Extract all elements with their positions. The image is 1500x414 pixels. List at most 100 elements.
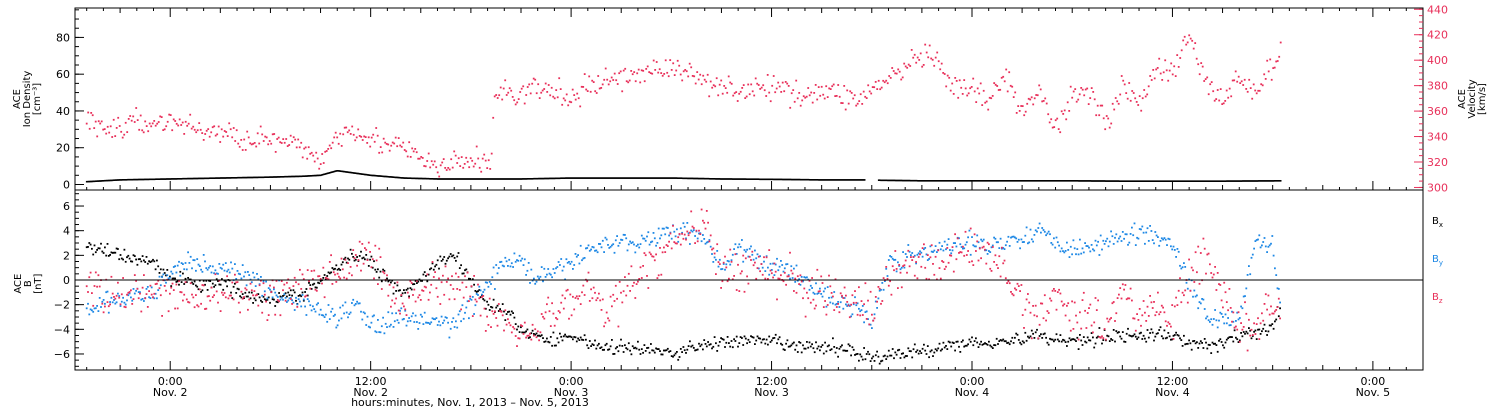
data-point-Bz [528, 335, 530, 337]
data-point-velocity [606, 79, 608, 81]
data-point-By [1173, 246, 1175, 248]
data-point-Bz [1131, 300, 1133, 302]
data-point-Bz [491, 310, 493, 312]
data-point-Bz [1145, 320, 1147, 322]
data-point-By [874, 313, 876, 315]
data-point-Bz [757, 267, 759, 269]
data-point-Bx [771, 340, 773, 342]
velocity-tick-label-right: 360 [1427, 105, 1448, 118]
data-point-velocity [200, 129, 202, 131]
data-point-By [520, 260, 522, 262]
data-point-Bx [183, 283, 185, 285]
data-point-Bz [1001, 247, 1003, 249]
data-point-velocity [282, 138, 284, 140]
data-point-Bz [113, 296, 115, 298]
data-point-Bz [846, 301, 848, 303]
data-point-velocity [300, 142, 302, 144]
data-point-velocity [770, 100, 772, 102]
data-point-Bx [936, 350, 938, 352]
data-point-velocity [1040, 89, 1042, 91]
data-point-Bx [515, 323, 517, 325]
data-point-velocity [446, 169, 448, 171]
data-point-Bz [90, 272, 92, 274]
data-point-velocity [524, 103, 526, 105]
data-point-By [745, 251, 747, 253]
data-point-Bx [356, 256, 358, 258]
data-point-By [790, 265, 792, 267]
data-point-Bx [442, 259, 444, 261]
data-point-velocity [407, 156, 409, 158]
data-point-Bz [165, 290, 167, 292]
data-point-Bz [1266, 309, 1268, 311]
data-point-Bz [239, 312, 241, 314]
data-point-velocity [509, 87, 511, 89]
data-point-velocity [537, 83, 539, 85]
data-point-velocity [347, 131, 349, 133]
data-point-velocity [516, 102, 518, 104]
data-point-Bz [212, 296, 214, 298]
data-point-Bx [914, 344, 916, 346]
data-point-By [287, 300, 289, 302]
data-point-velocity [863, 91, 865, 93]
data-point-velocity [246, 131, 248, 133]
data-point-velocity [138, 129, 140, 131]
data-point-By [558, 261, 560, 263]
data-point-By [439, 324, 441, 326]
data-point-Bz [519, 338, 521, 340]
data-point-By [852, 313, 854, 315]
data-point-velocity [899, 71, 901, 73]
data-point-Bx [810, 346, 812, 348]
data-point-By [386, 326, 388, 328]
data-point-By [1257, 239, 1259, 241]
field-tick-label-left: 4 [63, 225, 70, 238]
data-point-Bz [506, 324, 508, 326]
data-point-By [239, 273, 241, 275]
data-point-velocity [135, 107, 137, 109]
data-point-velocity [383, 138, 385, 140]
data-point-Bx [794, 349, 796, 351]
data-point-Bx [718, 345, 720, 347]
data-point-Bz [1063, 303, 1065, 305]
data-point-Bx [546, 338, 548, 340]
data-point-velocity [1214, 100, 1216, 102]
data-point-velocity [185, 121, 187, 123]
data-point-By [1160, 240, 1162, 242]
data-point-velocity [369, 146, 371, 148]
data-point-By [1004, 248, 1006, 250]
data-point-By [394, 320, 396, 322]
data-point-By [217, 273, 219, 275]
data-point-velocity [149, 123, 151, 125]
data-point-By [906, 256, 908, 258]
data-point-By [866, 311, 868, 313]
data-point-Bx [896, 354, 898, 356]
data-point-Bz [724, 256, 726, 258]
data-point-Bz [1219, 284, 1221, 286]
data-point-By [157, 289, 159, 291]
data-point-Bx [330, 272, 332, 274]
data-point-Bz [391, 300, 393, 302]
data-point-Bx [862, 359, 864, 361]
data-point-velocity [693, 75, 695, 77]
data-point-velocity [422, 157, 424, 159]
data-point-By [436, 317, 438, 319]
data-point-velocity [93, 127, 95, 129]
data-point-Bz [1084, 310, 1086, 312]
data-point-Bz [1257, 317, 1259, 319]
data-point-velocity [627, 81, 629, 83]
data-point-Bz [291, 303, 293, 305]
data-point-velocity [953, 93, 955, 95]
data-point-Bx [1076, 337, 1078, 339]
data-point-velocity [758, 84, 760, 86]
data-point-velocity [906, 67, 908, 69]
data-point-By [987, 253, 989, 255]
data-point-Bz [790, 270, 792, 272]
data-point-velocity [950, 90, 952, 92]
data-point-Bz [1082, 299, 1084, 301]
data-point-By [1204, 308, 1206, 310]
data-point-By [593, 247, 595, 249]
data-point-Bz [731, 261, 733, 263]
data-point-Bx [637, 341, 639, 343]
data-point-Bz [534, 328, 536, 330]
data-point-By [88, 314, 90, 316]
